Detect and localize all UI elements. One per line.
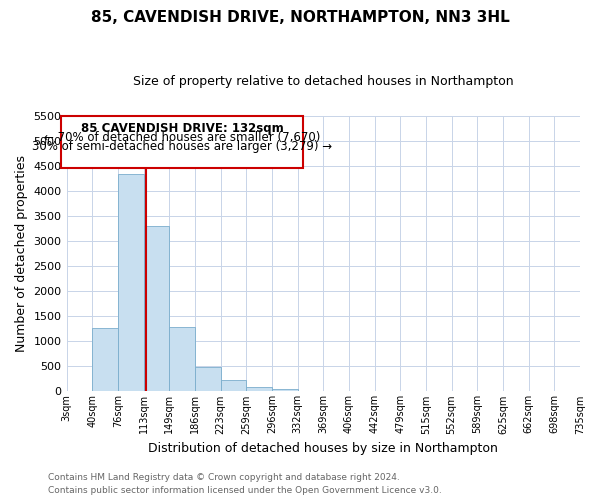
Bar	[92, 328, 118, 392]
Text: Contains HM Land Registry data © Crown copyright and database right 2024.
Contai: Contains HM Land Registry data © Crown c…	[48, 474, 442, 495]
Text: ← 70% of detached houses are smaller (7,670): ← 70% of detached houses are smaller (7,…	[44, 132, 320, 144]
FancyBboxPatch shape	[61, 116, 303, 168]
Title: Size of property relative to detached houses in Northampton: Size of property relative to detached ho…	[133, 75, 514, 88]
Y-axis label: Number of detached properties: Number of detached properties	[15, 155, 28, 352]
Bar	[195, 368, 221, 392]
Bar	[118, 174, 143, 392]
Bar	[221, 380, 246, 392]
Bar	[272, 390, 298, 392]
Bar	[143, 226, 169, 392]
Text: 85, CAVENDISH DRIVE, NORTHAMPTON, NN3 3HL: 85, CAVENDISH DRIVE, NORTHAMPTON, NN3 3H…	[91, 10, 509, 25]
Text: 85 CAVENDISH DRIVE: 132sqm: 85 CAVENDISH DRIVE: 132sqm	[80, 122, 283, 136]
X-axis label: Distribution of detached houses by size in Northampton: Distribution of detached houses by size …	[148, 442, 498, 455]
Bar	[169, 326, 195, 392]
Text: 30% of semi-detached houses are larger (3,279) →: 30% of semi-detached houses are larger (…	[32, 140, 332, 153]
Bar	[246, 388, 272, 392]
